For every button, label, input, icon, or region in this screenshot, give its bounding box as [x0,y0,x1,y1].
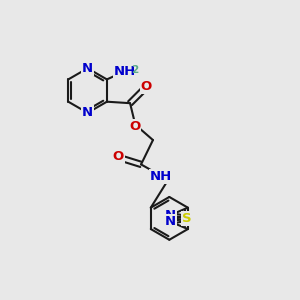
Text: NH: NH [114,64,136,78]
Text: 2: 2 [131,64,138,75]
Text: N: N [165,215,176,228]
Text: O: O [141,80,152,93]
Text: NH: NH [150,170,172,183]
Text: N: N [82,62,93,75]
Text: NH: NH [150,170,172,183]
Text: O: O [129,121,140,134]
Text: N: N [82,106,93,119]
Text: S: S [182,212,191,225]
Text: N: N [165,209,176,222]
Text: O: O [113,150,124,163]
